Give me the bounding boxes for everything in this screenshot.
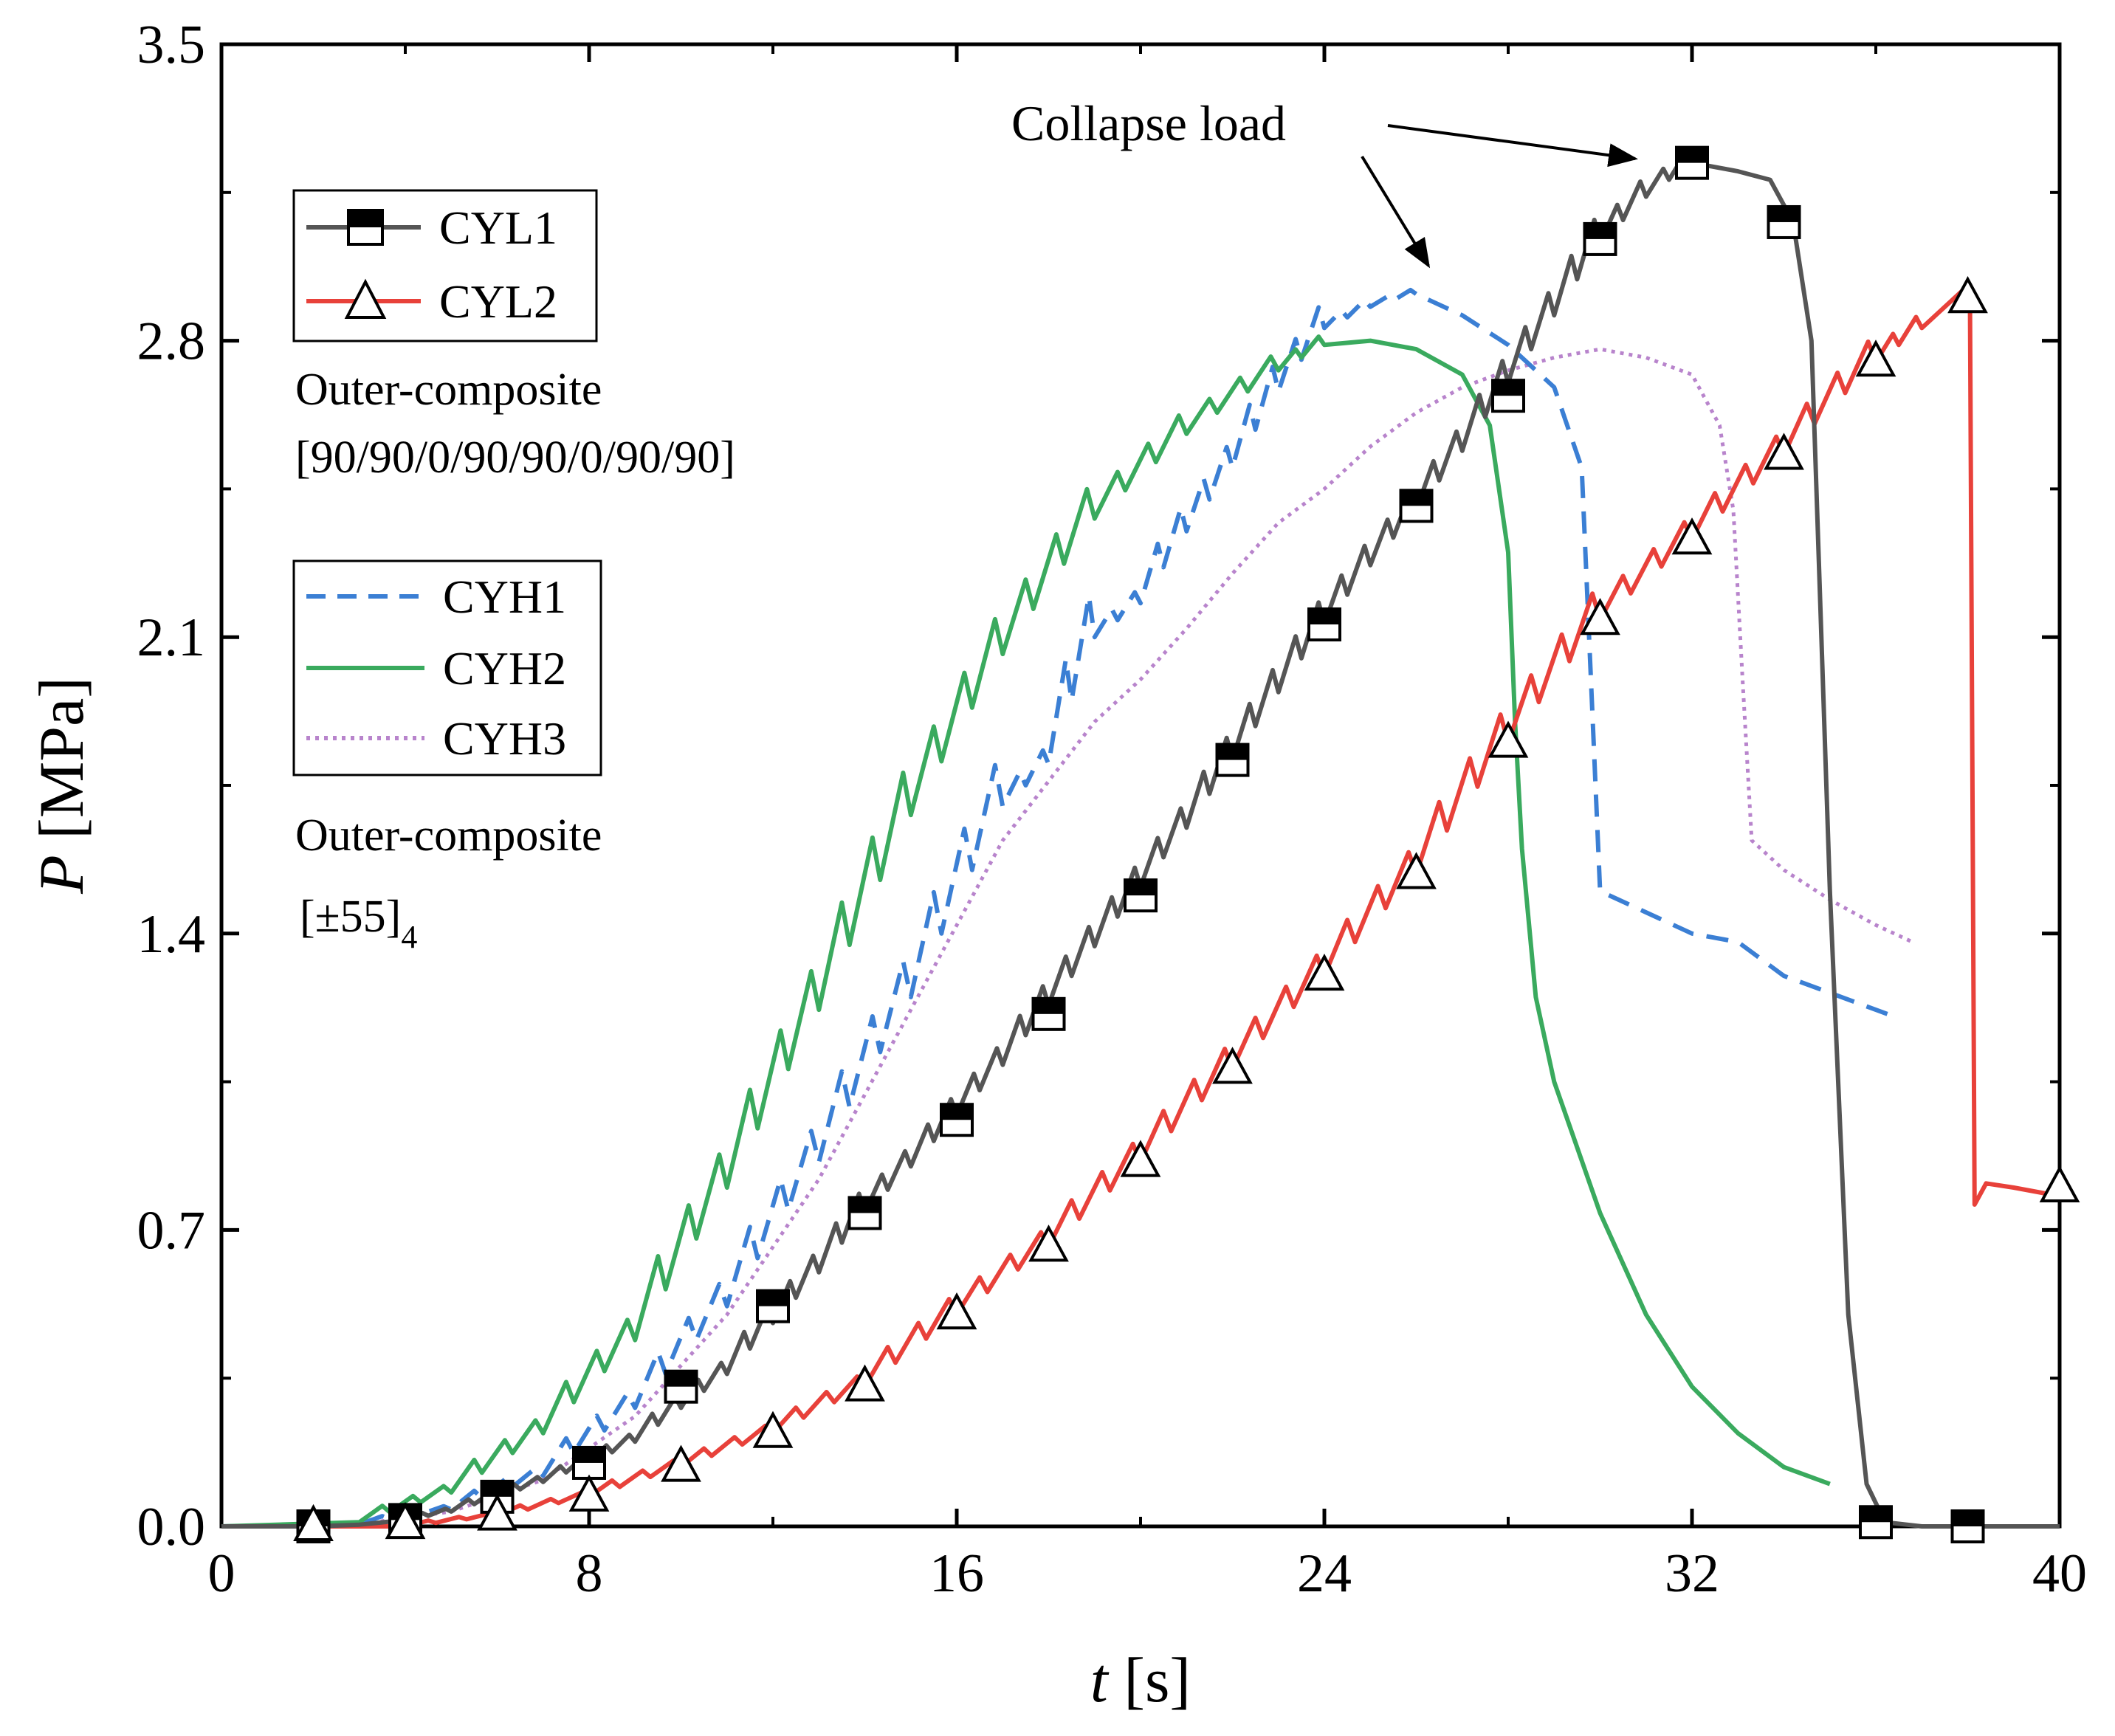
marker-cyl1 [1031,996,1066,1031]
legend-cyl2-label: CYL2 [439,275,557,328]
x-tick-label: 8 [576,1543,603,1604]
y-tick-label: 1.4 [137,904,206,965]
marker-cyl2 [1212,1047,1253,1084]
marker-cyl1 [1859,1505,1893,1540]
marker-cyl1 [1307,607,1341,641]
legend-cyl-note-line2: [90/90/0/90/90/0/90/90] [295,433,735,483]
legend-cyh3-label: CYH3 [443,712,566,765]
marker-cyl1 [1675,145,1709,180]
series-line-cyh1 [221,287,1900,1529]
x-tick-label: 16 [929,1543,984,1604]
x-tick-label: 32 [1665,1543,1719,1604]
legend-cyh-note-line1: Outer-composite [295,810,602,861]
marker-cyl1 [1583,221,1617,256]
legend-cyl2-marker-icon [344,278,387,319]
marker-cyl1 [1950,1509,1985,1543]
legend-cyl-note-line1: Outer-composite [295,365,602,415]
legend-cyh: CYH1 CYH2 CYH3 [292,559,602,776]
marker-cyl1 [572,1445,606,1480]
marker-cyl2 [1120,1140,1161,1177]
y-tick-label: 0.0 [137,1497,206,1557]
series-line-cyh2 [221,334,1831,1529]
marker-cyl2 [1580,598,1620,636]
y-tick-label: 3.5 [137,15,206,75]
legend-cyl: CYL1 CYL2 [292,189,598,342]
marker-cyl2 [2039,1165,2080,1203]
marker-cyl2 [1304,953,1345,991]
marker-cyl2 [568,1474,610,1512]
series-line-cyl2 [221,287,2060,1529]
legend-cyl1-label: CYL1 [439,202,557,254]
y-tick-label: 0.7 [137,1200,206,1261]
series-layer [221,149,2060,1529]
marker-cyl2 [1947,276,1988,314]
legend-cyh1-label: CYH1 [443,571,566,623]
collapse-load-annotation: Collapse load [1011,95,1286,151]
x-tick-label: 24 [1297,1543,1352,1604]
marker-cyl1 [847,1196,882,1230]
marker-cyl1 [664,1369,698,1404]
marker-cyl2 [477,1493,517,1531]
y-tick-label: 2.1 [137,607,206,668]
marker-cyl2 [752,1410,794,1448]
series-line-cyl1 [221,149,2060,1529]
collapse-arrow-to-cyh [1361,155,1431,269]
legend-cyl1-marker-icon [347,209,384,246]
marker-cyl1 [1215,743,1250,777]
series-line-cyh3 [221,347,1913,1529]
x-axis-title: t [s] [1090,1644,1191,1715]
marker-cyl1 [1399,489,1434,523]
marker-cyl2 [1396,852,1437,889]
marker-cyl2 [936,1292,977,1330]
marker-cyl2 [1488,720,1529,758]
marker-cyl1 [1491,379,1525,413]
axis-ticks: 0 8 16 24 32 40 0.0 0.7 1.4 2.1 2.8 3.5 [137,15,2088,1604]
marker-cyl2 [845,1364,885,1402]
marker-cyl1 [756,1289,790,1323]
y-tick-label: 2.8 [137,311,206,372]
marker-cyl1 [940,1103,974,1137]
marker-cyl1 [1124,878,1158,913]
marker-cyl2 [1764,433,1804,470]
collapse-arrow-to-cyl [1387,124,1638,168]
marker-cyl2 [1671,517,1713,555]
x-tick-label: 0 [208,1543,235,1604]
marker-cyl2 [1855,340,1896,377]
legend-cyh2-label: CYH2 [443,642,566,695]
marker-cyl2 [385,1501,426,1540]
marker-layer [293,145,2080,1543]
marker-cyl2 [293,1504,334,1541]
y-axis-title: P [MPa] [26,677,97,895]
marker-cyl1 [1767,204,1801,239]
marker-cyl2 [1028,1224,1069,1262]
x-tick-label: 40 [2032,1543,2087,1604]
marker-cyl2 [661,1444,701,1482]
legend-cyh-note-line2: [±55]4 [300,892,417,955]
